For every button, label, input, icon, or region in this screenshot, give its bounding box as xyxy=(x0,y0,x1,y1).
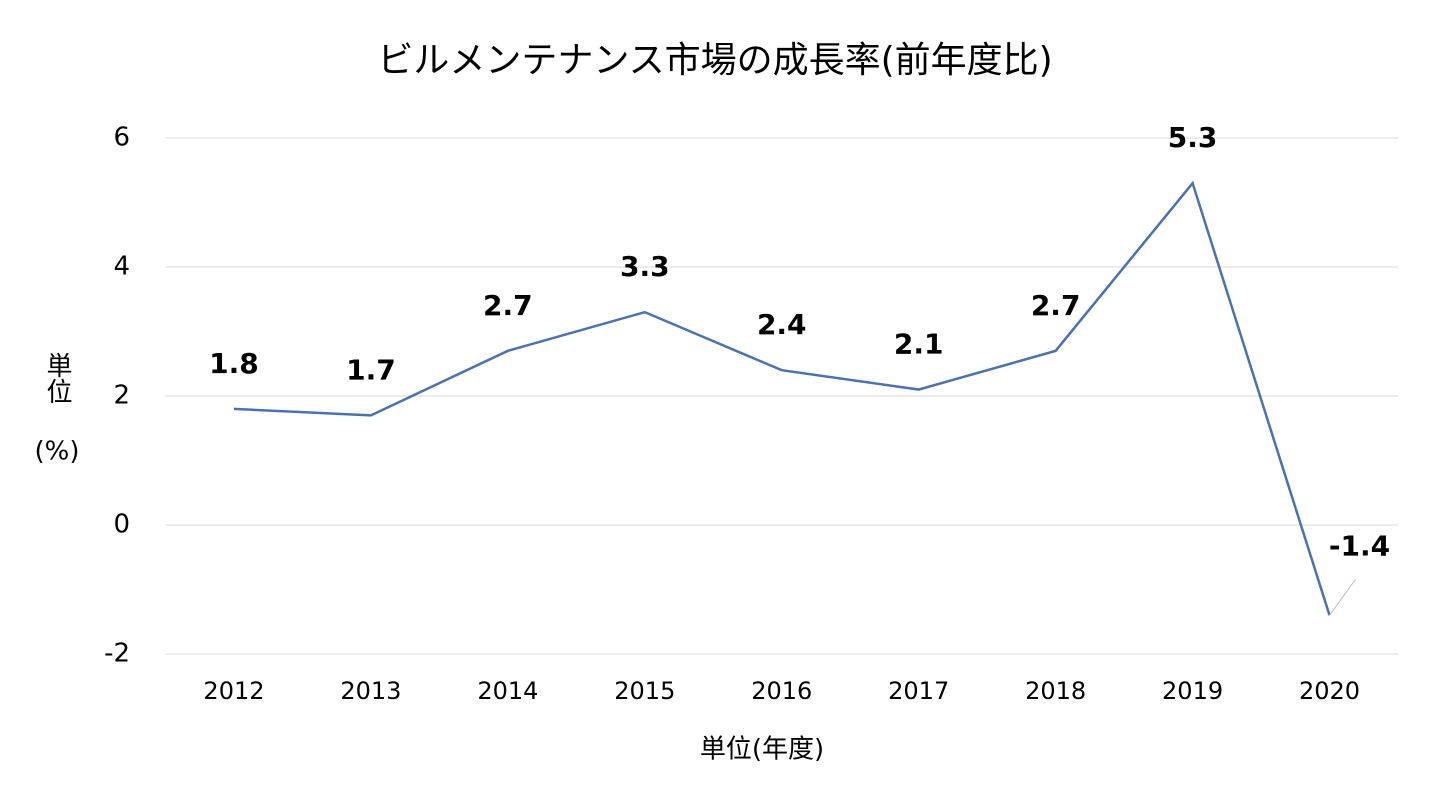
x-tick-label: 2019 xyxy=(1162,677,1223,705)
x-tick-label: 2016 xyxy=(751,677,812,705)
data-label: 2.4 xyxy=(757,308,807,341)
y-tick-label: 2 xyxy=(113,381,130,411)
y-tick-label: 6 xyxy=(113,123,130,153)
x-tick-label: 2020 xyxy=(1299,677,1360,705)
data-label: 2.7 xyxy=(483,289,533,322)
y-tick-label: -2 xyxy=(104,639,130,669)
data-label: 2.7 xyxy=(1031,289,1081,322)
data-label: 3.3 xyxy=(620,250,670,283)
x-tick-label: 2017 xyxy=(888,677,949,705)
line xyxy=(233,180,1331,616)
y-axis-label: (%) xyxy=(35,437,80,467)
x-tick-label: 2014 xyxy=(477,677,538,705)
data-label: 5.3 xyxy=(1168,121,1218,154)
x-tick-label: 2015 xyxy=(614,677,675,705)
y-tick-label: 0 xyxy=(113,510,130,540)
x-axis-label: 単位(年度) xyxy=(700,735,824,765)
data-label: 1.8 xyxy=(209,347,259,380)
y-tick-label: 4 xyxy=(113,252,130,282)
data-label: 1.7 xyxy=(346,353,396,386)
x-tick-label: 2018 xyxy=(1025,677,1086,705)
x-tick-label: 2013 xyxy=(340,677,401,705)
x-tick-label: 2012 xyxy=(203,677,264,705)
y-axis-label: 単位 xyxy=(42,352,72,404)
leader-line xyxy=(1329,579,1356,616)
data-label: 2.1 xyxy=(894,328,944,361)
chart-title: ビルメンテナンス市場の成長率(前年度比) xyxy=(377,40,1052,81)
data-label: -1.4 xyxy=(1329,529,1390,562)
